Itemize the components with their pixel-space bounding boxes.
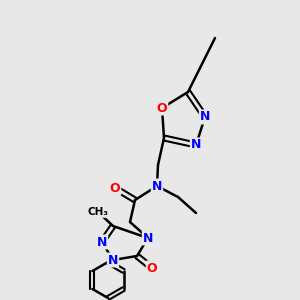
- Text: O: O: [147, 262, 157, 275]
- Text: N: N: [143, 232, 153, 244]
- Text: O: O: [110, 182, 120, 194]
- Text: N: N: [152, 179, 162, 193]
- Text: N: N: [200, 110, 210, 124]
- Text: N: N: [108, 254, 118, 266]
- Text: CH₃: CH₃: [88, 207, 109, 217]
- Text: N: N: [191, 139, 201, 152]
- Text: O: O: [157, 101, 167, 115]
- Text: N: N: [97, 236, 107, 248]
